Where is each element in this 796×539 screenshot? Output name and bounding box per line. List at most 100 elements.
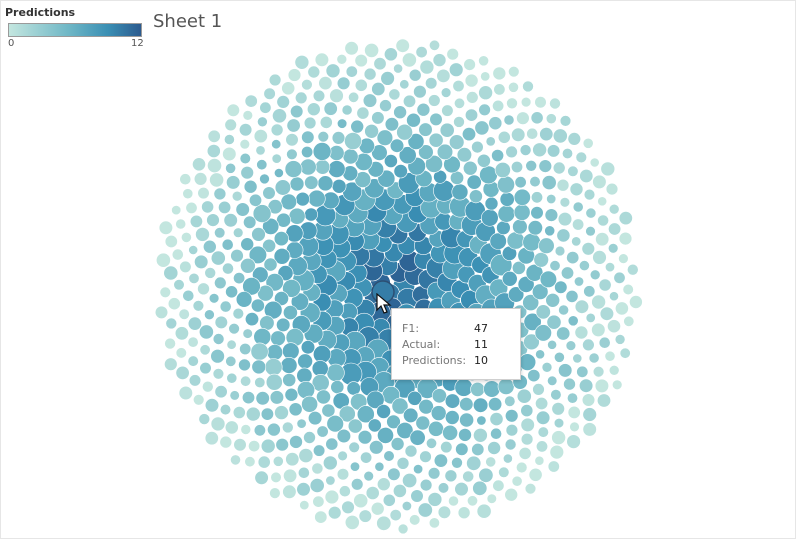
bubble-mark[interactable] [598, 336, 611, 349]
bubble-mark[interactable] [317, 175, 334, 192]
bubble-mark[interactable] [504, 438, 517, 451]
bubble-mark[interactable] [250, 342, 269, 361]
bubble-mark[interactable] [550, 389, 562, 401]
bubble-mark[interactable] [488, 397, 503, 412]
bubble-mark[interactable] [491, 149, 504, 162]
bubble-mark[interactable] [454, 482, 469, 497]
bubble-mark[interactable] [556, 178, 570, 192]
bubble-mark[interactable] [226, 339, 237, 350]
bubble-mark[interactable] [232, 307, 245, 320]
bubble-mark[interactable] [523, 333, 540, 351]
bubble-mark[interactable] [221, 238, 234, 251]
bubble-mark[interactable] [210, 250, 226, 266]
bubble-mark[interactable] [515, 461, 528, 474]
bubble-mark[interactable] [599, 306, 615, 321]
bubble-mark[interactable] [301, 146, 314, 159]
bubble-mark[interactable] [301, 130, 315, 144]
bubble-mark[interactable] [336, 428, 352, 444]
bubble-mark[interactable] [527, 220, 543, 236]
bubble-mark[interactable] [535, 440, 548, 453]
bubble-mark[interactable] [214, 315, 228, 330]
bubble-mark[interactable] [260, 407, 274, 421]
bubble-mark[interactable] [399, 79, 410, 90]
bubble-mark[interactable] [178, 385, 193, 401]
bubble-mark[interactable] [276, 95, 290, 109]
bubble-mark[interactable] [301, 395, 319, 413]
bubble-mark[interactable] [449, 134, 465, 150]
bubble-mark[interactable] [598, 278, 612, 292]
bubble-mark[interactable] [480, 71, 491, 82]
bubble-mark[interactable] [520, 433, 534, 446]
bubble-mark[interactable] [572, 201, 584, 213]
bubble-mark[interactable] [262, 238, 276, 253]
bubble-mark[interactable] [218, 200, 232, 214]
bubble-mark[interactable] [626, 263, 639, 276]
bubble-mark[interactable] [165, 317, 178, 330]
bubble-mark[interactable] [309, 478, 325, 493]
bubble-mark[interactable] [233, 272, 246, 285]
bubble-mark[interactable] [565, 289, 579, 303]
bubble-mark[interactable] [316, 389, 331, 405]
bubble-mark[interactable] [351, 478, 364, 491]
bubble-mark[interactable] [226, 372, 238, 384]
bubble-mark[interactable] [541, 175, 557, 190]
bubble-mark[interactable] [428, 39, 440, 51]
bubble-mark[interactable] [588, 352, 600, 364]
bubble-mark[interactable] [534, 455, 545, 466]
bubble-mark[interactable] [446, 47, 459, 61]
bubble-mark[interactable] [556, 326, 571, 341]
bubble-mark[interactable] [535, 349, 545, 360]
bubble-mark[interactable] [312, 89, 326, 102]
bubble-mark[interactable] [286, 148, 298, 161]
bubble-mark[interactable] [296, 418, 307, 429]
bubble-mark[interactable] [280, 356, 298, 374]
bubble-mark[interactable] [223, 213, 238, 228]
bubble-mark[interactable] [387, 467, 401, 481]
bubble-mark[interactable] [444, 393, 461, 409]
bubble-mark[interactable] [185, 201, 198, 214]
bubble-mark[interactable] [547, 339, 557, 350]
bubble-mark[interactable] [604, 350, 616, 362]
bubble-mark[interactable] [466, 91, 479, 104]
bubble-mark[interactable] [573, 276, 584, 287]
bubble-mark[interactable] [299, 158, 317, 176]
bubble-mark[interactable] [473, 427, 488, 443]
bubble-mark[interactable] [629, 295, 643, 309]
bubble-mark[interactable] [558, 363, 573, 378]
bubble-mark[interactable] [444, 410, 460, 425]
bubble-mark[interactable] [479, 165, 498, 185]
bubble-mark[interactable] [158, 220, 173, 235]
bubble-mark[interactable] [429, 112, 443, 126]
bubble-mark[interactable] [478, 55, 489, 67]
bubble-mark[interactable] [572, 353, 583, 364]
bubble-mark[interactable] [386, 414, 401, 429]
bubble-mark[interactable] [437, 482, 450, 494]
bubble-mark[interactable] [192, 300, 205, 312]
bubble-mark[interactable] [454, 378, 473, 397]
bubble-mark[interactable] [539, 270, 558, 288]
bubble-mark[interactable] [239, 152, 251, 165]
bubble-mark[interactable] [371, 82, 386, 97]
bubble-mark[interactable] [219, 300, 232, 313]
bubble-mark[interactable] [242, 328, 253, 339]
bubble-mark[interactable] [360, 451, 373, 464]
bubble-mark[interactable] [315, 159, 331, 175]
bubble-mark[interactable] [427, 467, 441, 480]
bubble-mark[interactable] [464, 108, 478, 122]
bubble-mark[interactable] [492, 479, 505, 492]
bubble-mark[interactable] [413, 464, 424, 475]
bubble-mark[interactable] [312, 142, 332, 161]
bubble-mark[interactable] [171, 248, 184, 261]
bubble-mark[interactable] [214, 227, 226, 239]
bubble-mark[interactable] [513, 188, 531, 206]
bubble-mark[interactable] [244, 456, 256, 468]
bubble-mark[interactable] [471, 442, 485, 456]
bubble-mark[interactable] [565, 340, 577, 351]
bubble-mark[interactable] [511, 127, 526, 142]
bubble-mark[interactable] [204, 431, 219, 446]
bubble-mark[interactable] [228, 323, 240, 335]
bubble-mark[interactable] [408, 68, 422, 82]
bubble-mark[interactable] [321, 403, 336, 418]
bubble-mark[interactable] [541, 361, 553, 373]
bubble-mark[interactable] [373, 57, 387, 71]
